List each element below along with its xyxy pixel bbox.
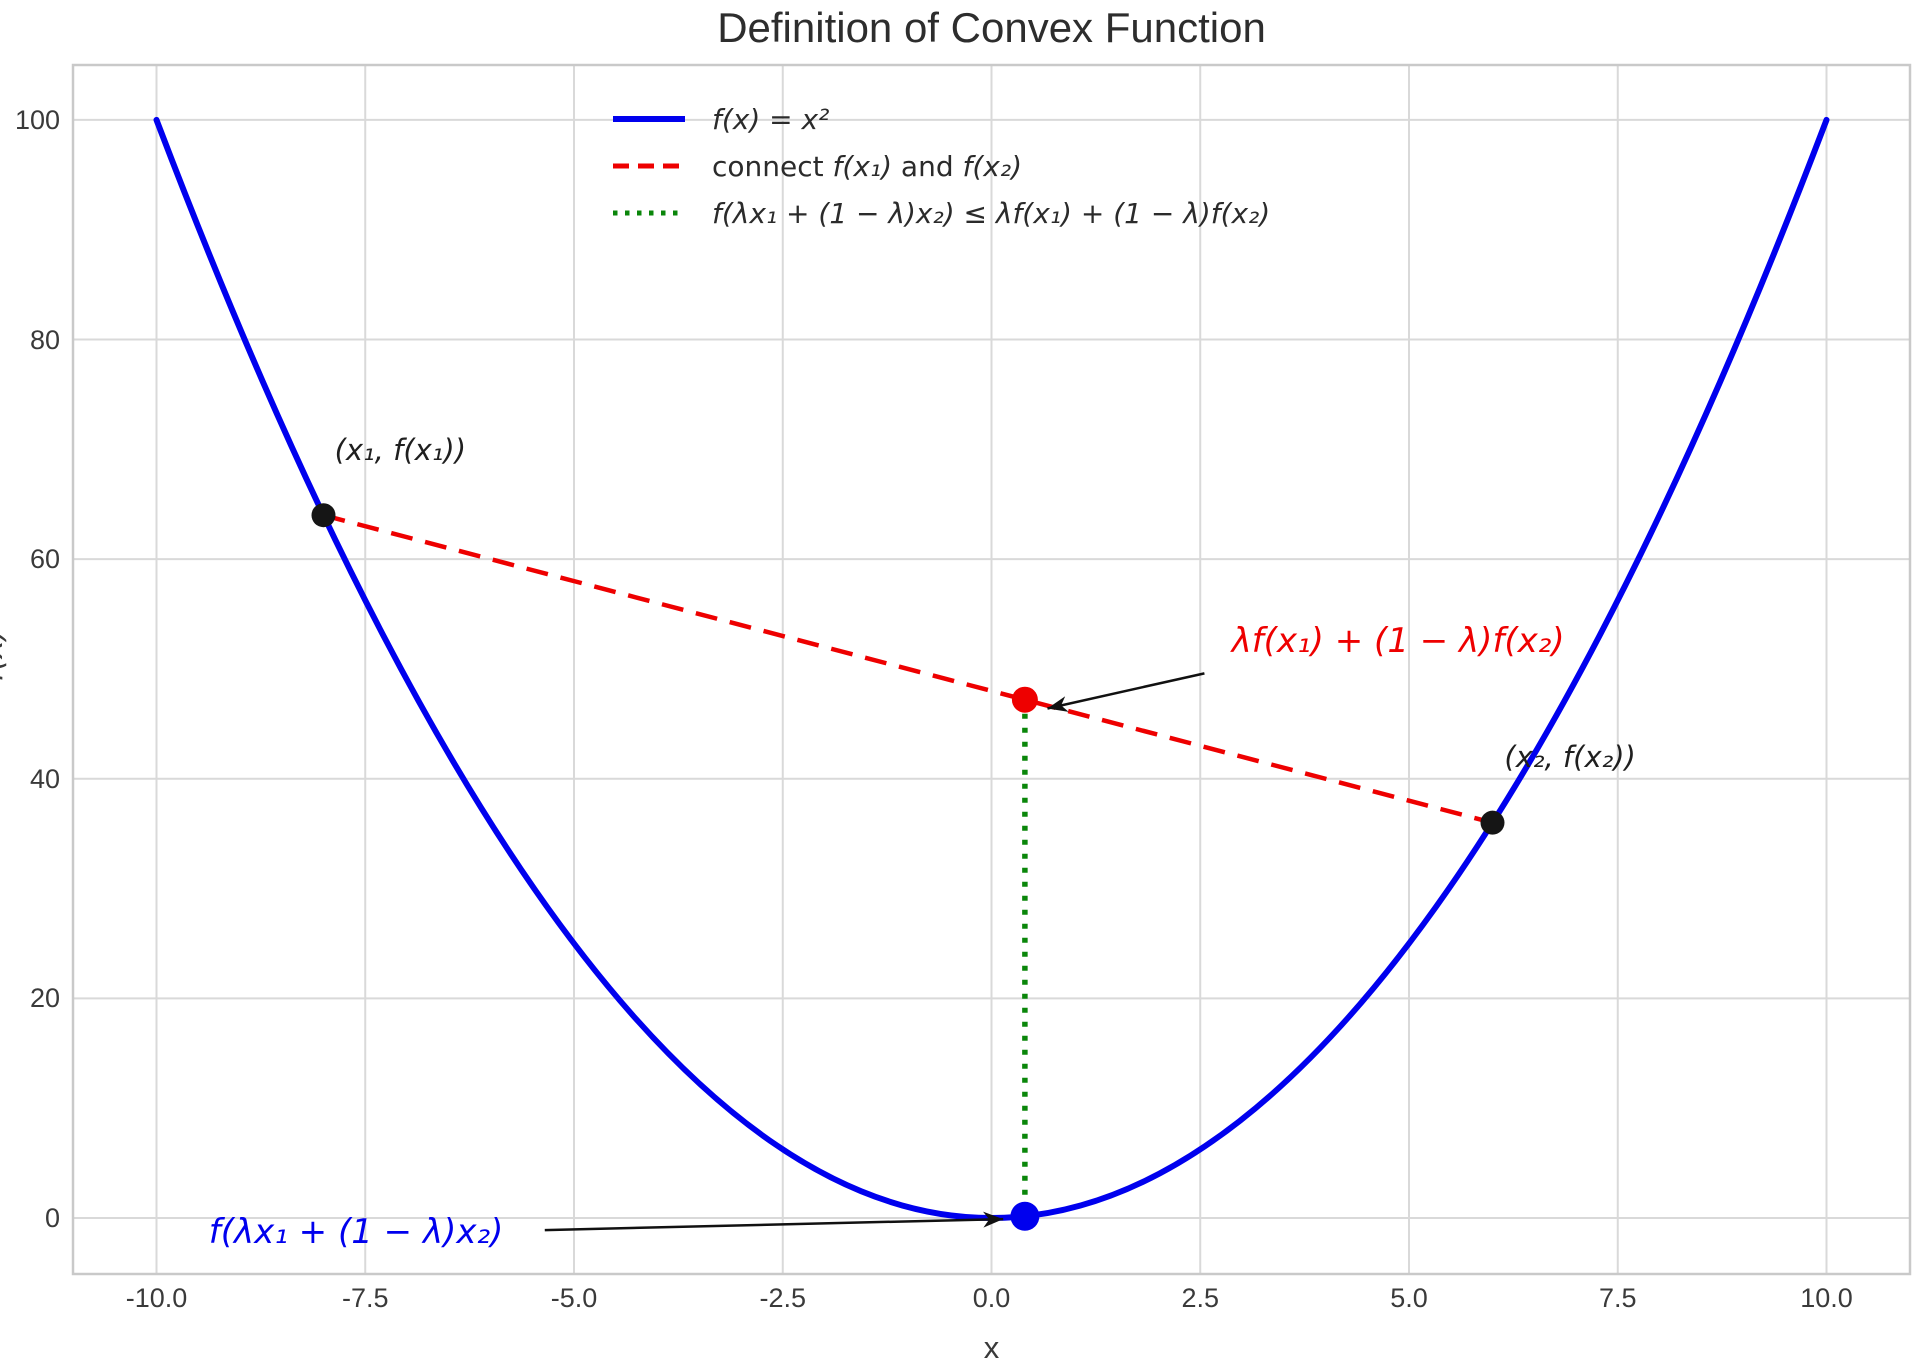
y-axis-label: f(x) [0, 628, 10, 682]
x-tick-label: 0.0 [972, 1283, 1011, 1313]
x-tick-label: 2.5 [1181, 1283, 1220, 1313]
annotation-curve-value: f(λx₁ + (1 − λ)x₂) [208, 1212, 504, 1253]
point-chord-combination [1011, 686, 1038, 713]
x-tick-label: -7.5 [341, 1283, 389, 1313]
x-tick-label: 5.0 [1390, 1283, 1428, 1313]
annotation-chord-value-arrow [1047, 672, 1205, 712]
point-x1 [311, 503, 336, 528]
legend-curve: f(x) = x² [612, 100, 1270, 138]
y-tick-label: 100 [14, 104, 60, 135]
legend-curve-label-part: f(x) = x² [712, 102, 830, 136]
legend-inequality-label-part: f(λx₁ + (1 − λ)x₂) ≤ λf(x₁) + (1 − λ)f(x… [712, 196, 1271, 230]
y-tick-label: 0 [44, 1202, 60, 1233]
legend-secant: connect f(x₁) and f(x₂) [612, 147, 1270, 185]
y-tick-label: 20 [29, 983, 60, 1014]
legend-secant-label: connect f(x₁) and f(x₂) [712, 150, 1022, 183]
legend-secant-label-part: f(x₁) [832, 149, 893, 183]
legend-secant-swatch [613, 163, 685, 169]
y-tick-label: 60 [29, 544, 60, 575]
legend-secant-label-part: connect [712, 149, 833, 183]
plot-border [71, 63, 1912, 1276]
legend-secant-label-part: and [892, 149, 963, 183]
x-tick-label: -10.0 [125, 1283, 188, 1313]
legend-inequality-label: f(λx₁ + (1 − λ)x₂) ≤ λf(x₁) + (1 − λ)f(x… [712, 197, 1270, 230]
x-tick-label: -5.0 [550, 1283, 598, 1313]
legend-secant-label-part: f(x₂) [962, 149, 1023, 183]
legend-inequality: f(λx₁ + (1 − λ)x₂) ≤ λf(x₁) + (1 − λ)f(x… [612, 194, 1270, 232]
legend-curve-swatch [613, 116, 685, 122]
annotation-curve-value-arrow [544, 1211, 1004, 1232]
point-curve-value [1010, 1201, 1040, 1231]
y-tick-label: 80 [29, 324, 60, 355]
annotation-chord-value: λf(x₁) + (1 − λ)f(x₂) [1231, 621, 1565, 662]
y-tick-label: 40 [29, 763, 60, 794]
x-tick-label: 7.5 [1598, 1283, 1637, 1313]
x-axis-label: x [983, 1330, 1000, 1365]
label-point-x1: (x₁, f(x₁)) [334, 433, 467, 468]
x-tick-label: -2.5 [759, 1283, 807, 1313]
secant-line [322, 513, 1494, 825]
x-tick-label: 10.0 [1800, 1283, 1853, 1313]
chart-title: Definition of Convex Function [717, 4, 1266, 51]
label-point-x2: (x₂, f(x₂)) [1504, 739, 1636, 774]
legend: f(x) = x² connect f(x₁) and f(x₂) f(λx₁ + … [612, 100, 1270, 232]
legend-inequality-swatch [613, 210, 685, 216]
legend-curve-label: f(x) = x² [712, 103, 829, 136]
point-x2 [1480, 810, 1505, 835]
